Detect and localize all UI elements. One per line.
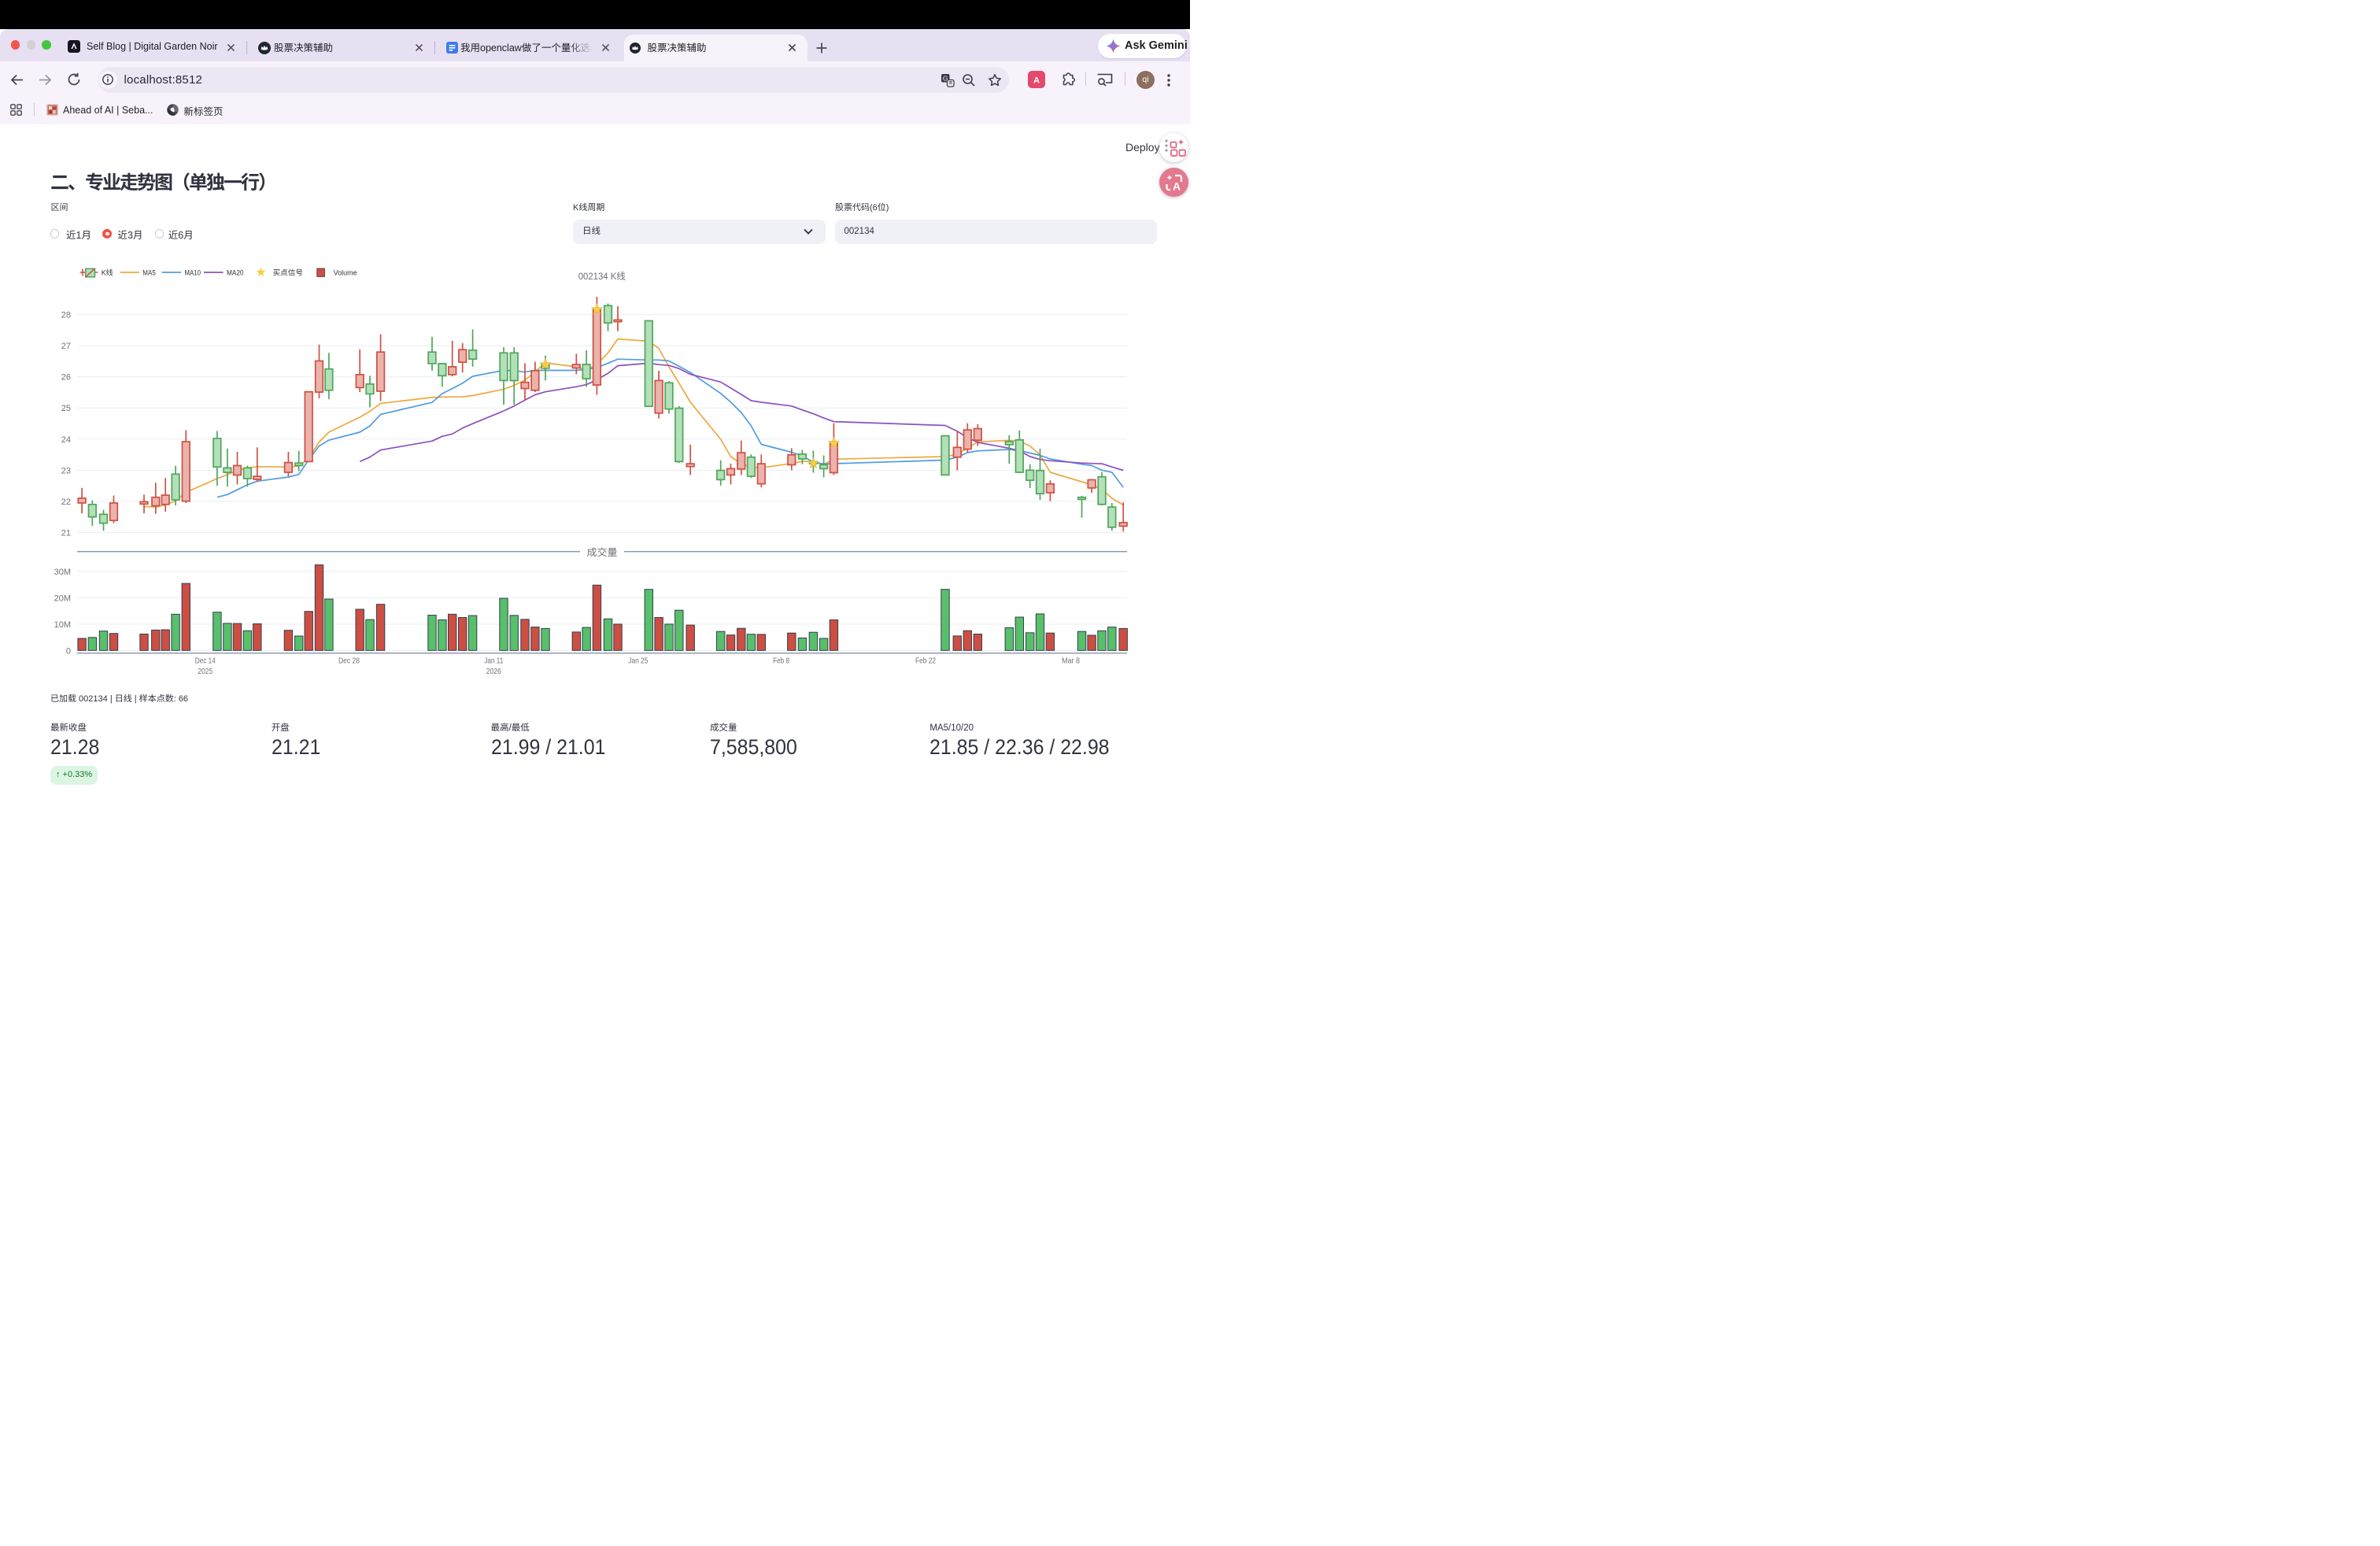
svg-text:20M: 20M <box>54 594 71 603</box>
svg-text:Mar 8: Mar 8 <box>1062 656 1080 665</box>
svg-text:26: 26 <box>61 373 71 383</box>
svg-text:K线: K线 <box>102 267 113 278</box>
svg-text:Jan 25: Jan 25 <box>628 656 648 665</box>
svg-text:2026: 2026 <box>486 667 501 676</box>
svg-text:Feb 8: Feb 8 <box>773 656 789 665</box>
svg-text:23: 23 <box>61 466 71 475</box>
svg-text:0: 0 <box>66 646 71 656</box>
svg-text:G: G <box>943 74 948 82</box>
svg-text:Feb 22: Feb 22 <box>915 656 936 665</box>
svg-text:Volume: Volume <box>334 269 357 278</box>
svg-text:A: A <box>1173 179 1181 192</box>
svg-text:Dec 28: Dec 28 <box>338 656 360 665</box>
svg-text:28: 28 <box>61 311 71 320</box>
svg-text:30M: 30M <box>54 568 71 577</box>
svg-text:25: 25 <box>61 404 71 413</box>
svg-text:27: 27 <box>61 342 71 351</box>
svg-text:24: 24 <box>61 435 71 445</box>
svg-text:22: 22 <box>61 497 71 507</box>
svg-text:MA20: MA20 <box>227 269 244 278</box>
svg-text:MA10: MA10 <box>185 269 201 278</box>
svg-text:成交量: 成交量 <box>587 544 618 559</box>
svg-text:MA5: MA5 <box>142 269 156 278</box>
svg-text:2025: 2025 <box>198 667 213 676</box>
svg-text:Jan 11: Jan 11 <box>484 656 503 665</box>
svg-text:Dec 14: Dec 14 <box>195 656 216 665</box>
svg-text:002134 K线: 002134 K线 <box>578 269 626 283</box>
svg-text:A: A <box>1033 76 1040 86</box>
svg-text:21: 21 <box>61 529 71 538</box>
svg-text:10M: 10M <box>54 620 71 630</box>
svg-text:买点信号: 买点信号 <box>273 267 304 278</box>
